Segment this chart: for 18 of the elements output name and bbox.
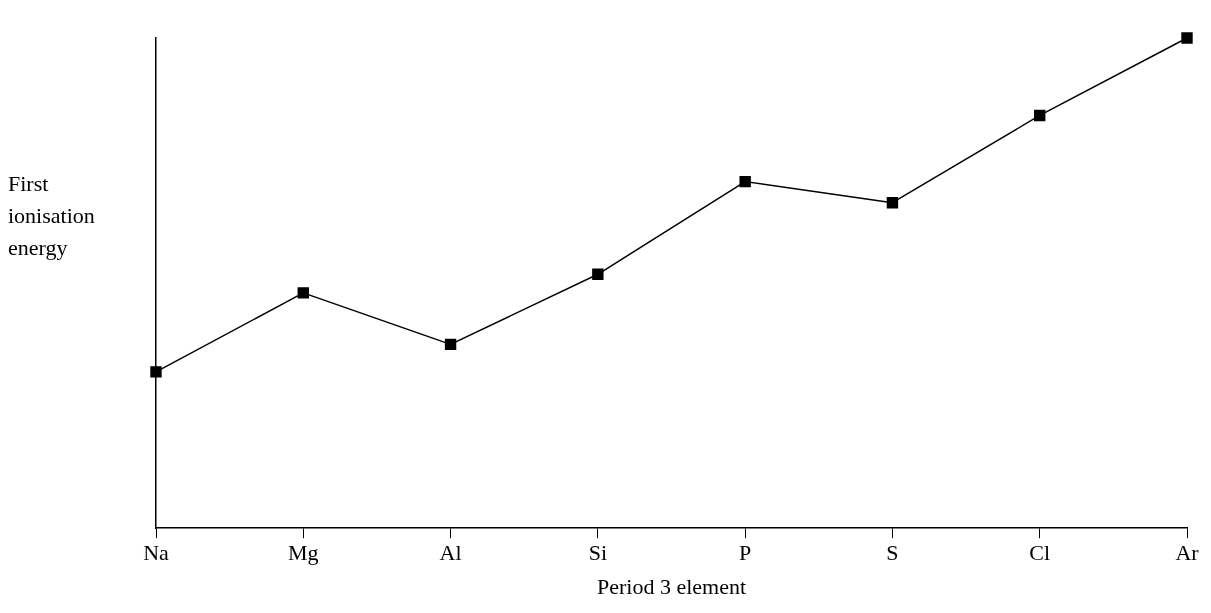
point xyxy=(150,366,162,378)
point xyxy=(1034,109,1046,122)
x-axis-title: Period 3 element xyxy=(596,573,747,599)
x-tick-label: S xyxy=(886,540,899,566)
point xyxy=(592,268,604,280)
point xyxy=(1181,32,1193,44)
y-axis-title: First ionisation energy xyxy=(8,170,96,262)
x-tick-label: Na xyxy=(143,540,170,566)
x-tick-label: Ar xyxy=(1175,540,1200,566)
point xyxy=(886,197,899,209)
x-tick-label: Al xyxy=(439,540,462,566)
point xyxy=(297,287,309,299)
point xyxy=(739,175,751,188)
x-tick-label: Mg xyxy=(288,540,319,566)
x-tick-label: Si xyxy=(588,540,608,566)
x-tick-label: Cl xyxy=(1029,540,1051,566)
x-tick-label: P xyxy=(739,540,752,566)
point xyxy=(444,338,457,351)
